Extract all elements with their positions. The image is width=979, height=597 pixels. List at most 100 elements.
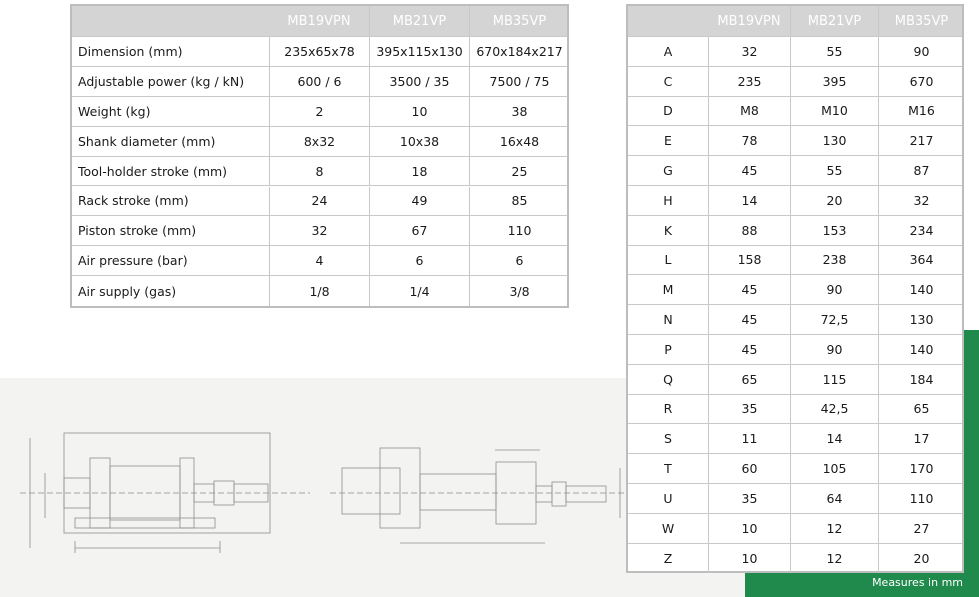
row-label: W bbox=[661, 520, 675, 536]
cell-value: 8 bbox=[269, 156, 369, 186]
cell-value: 6 bbox=[469, 246, 569, 276]
row-label: R bbox=[663, 401, 673, 417]
cell-value: 170 bbox=[878, 454, 964, 483]
row-label: Dimension (mm) bbox=[78, 43, 183, 59]
cell-value: 49 bbox=[369, 186, 469, 216]
table-row: T 60 105 170 bbox=[628, 454, 962, 484]
row-label: S bbox=[664, 431, 672, 447]
green-edge bbox=[965, 330, 979, 597]
cell-value: 130 bbox=[790, 126, 878, 156]
table-row: M 45 90 140 bbox=[628, 275, 962, 306]
row-label: H bbox=[663, 192, 673, 208]
cell-value: 6 bbox=[369, 246, 469, 276]
table-row: Weight (kg) 2 10 38 bbox=[72, 96, 567, 127]
cell-value: 90 bbox=[790, 335, 878, 364]
column-header: MB21VP bbox=[790, 6, 878, 36]
cell-value: 20 bbox=[790, 186, 878, 215]
cell-value: 2 bbox=[269, 96, 369, 126]
technical-drawings bbox=[20, 432, 640, 553]
row-label: Piston stroke (mm) bbox=[78, 223, 197, 239]
cell-value: 364 bbox=[878, 245, 964, 275]
cell-value: 45 bbox=[708, 305, 790, 334]
cell-value: 60 bbox=[708, 454, 790, 483]
table-row: N 45 72,5 130 bbox=[628, 305, 962, 335]
column-header: MB21VP bbox=[369, 6, 469, 36]
cell-value: 105 bbox=[790, 454, 878, 483]
table-row: Tool-holder stroke (mm) 8 18 25 bbox=[72, 156, 567, 187]
table-row: Air supply (gas) 1/8 1/4 3/8 bbox=[72, 276, 569, 307]
cell-value: 3/8 bbox=[469, 276, 569, 307]
row-label: Air supply (gas) bbox=[78, 283, 177, 299]
row-label: Rack stroke (mm) bbox=[78, 193, 189, 209]
cell-value: M16 bbox=[878, 96, 964, 126]
cell-value: 3500 / 35 bbox=[369, 66, 469, 96]
row-label: Air pressure (bar) bbox=[78, 253, 188, 269]
table-row: W 10 12 27 bbox=[628, 513, 964, 544]
cell-value: 32 bbox=[708, 37, 790, 66]
table-row: Z 10 12 20 bbox=[628, 543, 962, 574]
drawing-background bbox=[0, 378, 745, 597]
cell-value: 670x184x217 bbox=[469, 37, 569, 66]
cell-value: 10 bbox=[708, 513, 790, 543]
cell-value: 24 bbox=[269, 186, 369, 216]
cell-value: 600 / 6 bbox=[269, 66, 369, 96]
cell-value: 8x32 bbox=[269, 126, 369, 156]
cell-value: 17 bbox=[878, 424, 964, 454]
header-row: MB19VPN MB21VP MB35VP bbox=[72, 6, 567, 37]
row-label: D bbox=[663, 103, 673, 119]
row-label: Z bbox=[663, 550, 673, 566]
table-row: P 45 90 140 bbox=[628, 335, 962, 365]
table-row: E 78 130 217 bbox=[628, 126, 962, 157]
cell-value: 55 bbox=[790, 156, 878, 185]
cell-value: M10 bbox=[790, 96, 878, 126]
column-header: MB35VP bbox=[878, 6, 964, 36]
cell-value: 35 bbox=[708, 394, 790, 424]
table-row: Piston stroke (mm) 32 67 110 bbox=[72, 216, 567, 247]
cell-value: 65 bbox=[708, 364, 790, 394]
cell-value: 158 bbox=[708, 245, 790, 275]
cell-value: 1/4 bbox=[369, 276, 469, 307]
cell-value: 85 bbox=[469, 186, 569, 216]
cell-value: 110 bbox=[878, 484, 964, 513]
cell-value: 27 bbox=[878, 513, 964, 543]
cell-value: 16x48 bbox=[469, 126, 569, 156]
row-label: Tool-holder stroke (mm) bbox=[78, 163, 228, 179]
cell-value: 234 bbox=[878, 215, 964, 245]
row-label: Adjustable power (kg / kN) bbox=[78, 73, 245, 89]
cell-value: 7500 / 75 bbox=[469, 66, 569, 96]
cell-value: 32 bbox=[269, 216, 369, 246]
row-label: P bbox=[664, 341, 672, 357]
table-row: C 235 395 670 bbox=[628, 66, 964, 97]
table-row: G 45 55 87 bbox=[628, 156, 962, 186]
cell-value: 140 bbox=[878, 335, 964, 364]
table-row: K 88 153 234 bbox=[628, 215, 964, 246]
specification-table: MB19VPN MB21VP MB35VP Dimension (mm) 235x65x… bbox=[70, 4, 569, 308]
row-label: Weight (kg) bbox=[78, 103, 151, 119]
cell-value: 10x38 bbox=[369, 126, 469, 156]
table-row: Rack stroke (mm) 24 49 85 bbox=[72, 186, 569, 217]
table-row: H 14 20 32 bbox=[628, 186, 962, 216]
cell-value: 670 bbox=[878, 66, 964, 96]
cell-value: 55 bbox=[790, 37, 878, 66]
cell-value: 90 bbox=[790, 275, 878, 305]
cell-value: 18 bbox=[369, 156, 469, 186]
dimension-table: MB19VPN MB21VP MB35VP A 32 55 90 C 235 395 670 D M8 M… bbox=[626, 4, 964, 574]
cell-value: 115 bbox=[790, 364, 878, 394]
cell-value: 235x65x78 bbox=[269, 37, 369, 66]
cell-value: 87 bbox=[878, 156, 964, 185]
row-label: Shank diameter (mm) bbox=[78, 133, 216, 149]
row-label: C bbox=[663, 73, 673, 89]
table-row: S 11 14 17 bbox=[628, 424, 964, 455]
cell-value: 65 bbox=[878, 394, 964, 424]
table-row: Adjustable power (kg / kN) 600 / 6 3500 / … bbox=[72, 66, 569, 97]
table-row: R 35 42,5 65 bbox=[628, 394, 964, 425]
cell-value: 10 bbox=[369, 96, 469, 126]
table-row: L 158 238 364 bbox=[628, 245, 964, 276]
cell-value: 64 bbox=[790, 484, 878, 513]
cell-value: 395 bbox=[790, 66, 878, 96]
cell-value: 130 bbox=[878, 305, 964, 334]
cell-value: 184 bbox=[878, 364, 964, 394]
cell-value: 10 bbox=[708, 543, 790, 574]
table-row: Q 65 115 184 bbox=[628, 364, 964, 395]
